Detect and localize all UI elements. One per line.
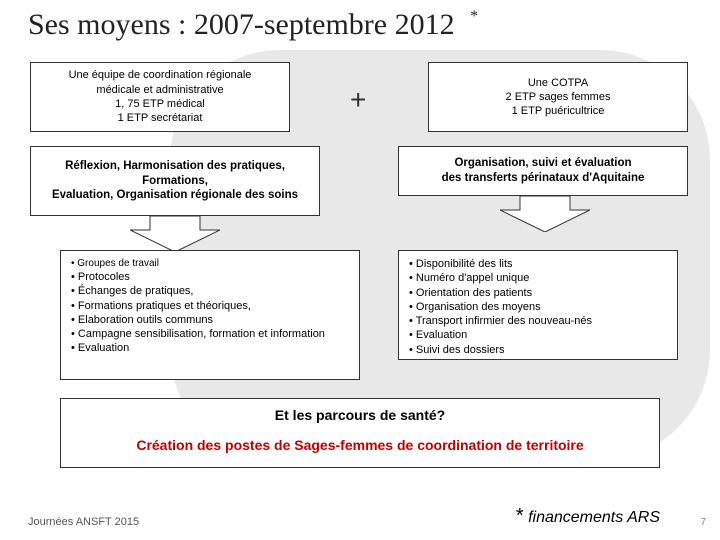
box-d-line: des transferts périnataux d'Aquitaine <box>405 171 681 186</box>
page-number: 7 <box>700 517 706 528</box>
box-f-item: • Evaluation <box>409 328 667 342</box>
box-f-item: • Organisation des moyens <box>409 300 667 314</box>
title-asterisk: * <box>462 8 478 25</box>
bottom-line-1: Et les parcours de santé? <box>61 407 659 423</box>
box-f-item: • Disponibilité des lits <box>409 257 667 271</box>
box-organisation: Organisation, suivi et évaluation des tr… <box>398 146 688 196</box>
box-e-first: • Groupes de travail <box>71 257 349 270</box>
box-e-item: • Campagne sensibilisation, formation et… <box>71 327 349 341</box>
box-f-item: • Orientation des patients <box>409 286 667 300</box>
box-b-line: Une COTPA <box>435 76 681 90</box>
box-b-line: 2 ETP sages femmes <box>435 90 681 104</box>
footer-asterisk: * <box>516 505 524 527</box>
bottom-line-2: Création des postes de Sages-femmes de c… <box>61 437 659 453</box>
box-e-item: • Formations pratiques et théoriques, <box>71 299 349 313</box>
box-c-line: Réflexion, Harmonisation des pratiques, <box>37 159 313 174</box>
box-a-line: Une équipe de coordination régionale <box>37 68 283 82</box>
box-e-item: • Elaboration outils communs <box>71 313 349 327</box>
footer-right-text: financements ARS <box>524 509 660 526</box>
footer-right: * financements ARS <box>516 505 660 528</box>
box-cotpa: Une COTPA 2 ETP sages femmes 1 ETP puéri… <box>428 62 688 132</box>
box-f-item: • Transport infirmier des nouveau-nés <box>409 314 667 328</box>
box-groupes-travail: • Groupes de travail • Protocoles • Écha… <box>60 250 360 380</box>
box-a-line: 1 ETP secrétariat <box>37 111 283 125</box>
box-a-line: 1, 75 ETP médical <box>37 97 283 111</box>
box-b-line: 1 ETP puéricultrice <box>435 104 681 118</box>
box-e-item: • Protocoles <box>71 270 349 284</box>
box-f-item: • Suivi des dossiers <box>409 343 667 357</box>
plus-symbol: + <box>350 84 366 116</box>
box-a-line: médicale et administrative <box>37 83 283 97</box>
bottom-summary-box: Et les parcours de santé? Création des p… <box>60 398 660 468</box>
box-reflexion: Réflexion, Harmonisation des pratiques, … <box>30 146 320 216</box>
box-f-item: • Numéro d'appel unique <box>409 271 667 285</box>
title-text: Ses moyens : 2007-septembre 2012 <box>28 8 455 41</box>
box-c-line: Evaluation, Organisation régionale des s… <box>37 188 313 203</box>
down-arrow-right <box>500 196 590 232</box>
box-disponibilite: • Disponibilité des lits • Numéro d'appe… <box>398 250 678 360</box>
box-e-item: • Échanges de pratiques, <box>71 284 349 298</box>
box-e-item: • Evaluation <box>71 341 349 355</box>
box-coordination-team: Une équipe de coordination régionale méd… <box>30 62 290 132</box>
down-arrow-left <box>130 216 220 252</box>
box-c-line: Formations, <box>37 174 313 189</box>
page-title: Ses moyens : 2007-septembre 2012 * <box>28 8 478 42</box>
box-d-line: Organisation, suivi et évaluation <box>405 156 681 171</box>
footer-left: Journées ANSFT 2015 <box>28 516 139 528</box>
